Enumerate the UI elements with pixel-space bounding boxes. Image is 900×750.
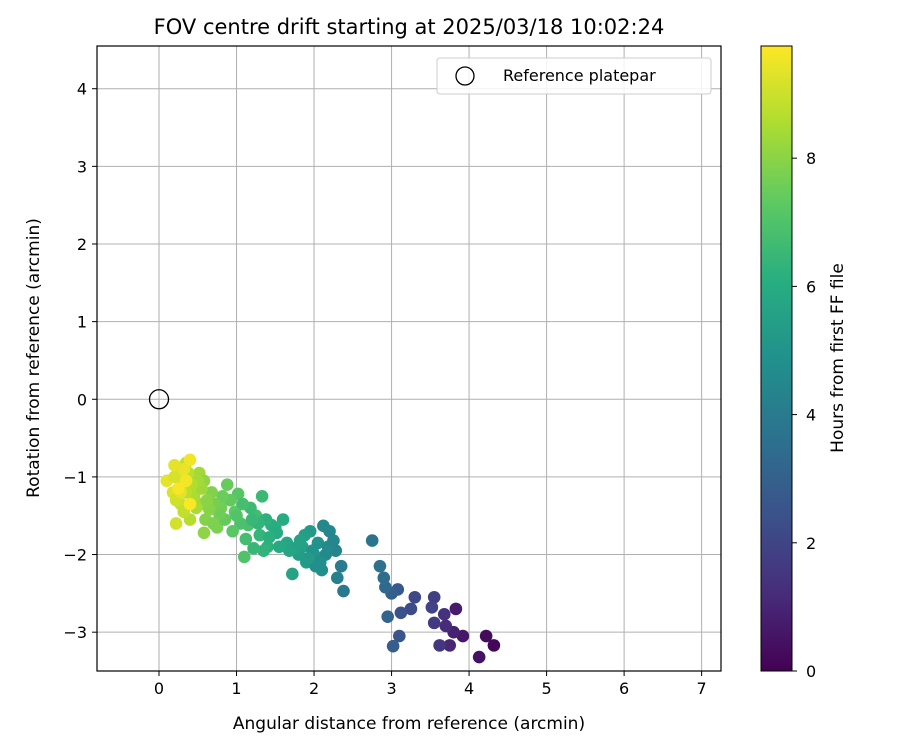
- x-axis-label: Angular distance from reference (arcmin): [233, 714, 585, 734]
- data-point: [168, 470, 181, 484]
- data-point: [200, 493, 214, 507]
- x-axis-ticks: 0 1 2 3 4 5 6 7: [154, 671, 707, 698]
- data-point: [168, 458, 181, 472]
- data-point: [169, 517, 183, 530]
- data-point: [206, 517, 220, 530]
- data-point: [487, 639, 501, 652]
- data-point: [317, 519, 330, 533]
- data-point: [433, 639, 446, 652]
- x-tick-label: 5: [541, 679, 551, 698]
- data-point: [172, 482, 185, 495]
- colorbar-tick-label: 0: [806, 662, 816, 681]
- colorbar-ticks: 0 2 4 6 8: [792, 149, 816, 681]
- x-tick-label: 1: [231, 679, 241, 698]
- y-tick-label: 0: [77, 390, 87, 409]
- data-point: [439, 619, 453, 633]
- y-tick-label: 1: [77, 313, 87, 332]
- data-point: [437, 608, 451, 621]
- data-point: [183, 497, 197, 511]
- legend-box: [436, 57, 712, 95]
- colorbar-tick-label: 4: [806, 406, 816, 425]
- data-point: [226, 524, 239, 538]
- y-tick-label: 4: [77, 80, 87, 99]
- data-point: [404, 602, 418, 616]
- data-point: [443, 639, 456, 652]
- data-point: [282, 544, 296, 557]
- y-axis-label: Rotation from reference (arcmin): [24, 218, 44, 498]
- legend-marker-icon: [455, 66, 475, 86]
- data-point: [183, 453, 197, 467]
- data-point: [216, 490, 229, 503]
- y-tick-label: 2: [77, 235, 87, 254]
- data-point: [427, 590, 441, 604]
- data-point: [230, 509, 243, 523]
- data-point: [327, 534, 340, 547]
- data-point: [179, 474, 193, 488]
- data-point: [386, 639, 400, 653]
- x-tick-label: 0: [154, 679, 164, 698]
- data-points: [160, 453, 501, 664]
- data-point: [425, 601, 439, 614]
- reference-platepar-marker: [148, 389, 170, 410]
- data-point: [286, 567, 299, 581]
- data-point: [393, 629, 406, 643]
- legend: Reference platepar: [436, 57, 712, 95]
- data-point: [472, 650, 486, 664]
- data-point: [245, 513, 259, 526]
- x-tick-label: 6: [619, 679, 629, 698]
- data-point: [373, 559, 387, 573]
- legend-entry-label: Reference platepar: [503, 66, 656, 85]
- data-point: [334, 559, 348, 573]
- y-tick-label: 3: [77, 157, 87, 176]
- colorbar-tick-label: 8: [806, 149, 816, 168]
- x-tick-label: 7: [697, 679, 707, 698]
- y-tick-label: −2: [63, 546, 87, 565]
- colorbar-label: Hours from first FF file: [828, 263, 848, 453]
- data-point: [427, 616, 441, 630]
- x-tick-label: 4: [464, 679, 474, 698]
- plot-frame: [96, 45, 722, 672]
- data-point: [408, 590, 422, 604]
- data-point: [330, 571, 344, 585]
- chart-title: FOV centre drift starting at 2025/03/18 …: [154, 15, 665, 39]
- data-point: [239, 532, 253, 546]
- x-tick-label: 2: [309, 679, 319, 698]
- data-point: [337, 584, 350, 598]
- grid-lines: [97, 46, 721, 671]
- data-point: [236, 497, 250, 511]
- colorbar-tick-label: 6: [806, 277, 816, 296]
- data-point: [213, 507, 226, 521]
- data-point: [479, 629, 493, 643]
- data-point: [379, 580, 392, 594]
- y-tick-label: −3: [63, 623, 87, 642]
- data-point: [247, 542, 260, 555]
- x-tick-label: 3: [386, 679, 396, 698]
- data-point: [394, 606, 408, 620]
- data-point: [237, 550, 251, 564]
- data-point: [381, 610, 394, 623]
- data-point: [313, 556, 327, 569]
- reference-marker-group: [148, 389, 170, 410]
- y-tick-label: −1: [63, 468, 87, 487]
- data-point: [257, 544, 270, 557]
- data-point: [255, 490, 269, 503]
- colorbar-gradient: [760, 45, 793, 672]
- data-point: [197, 526, 211, 540]
- data-point: [276, 513, 290, 526]
- data-point: [377, 571, 391, 585]
- data-point: [365, 534, 379, 547]
- data-point: [262, 531, 276, 544]
- colorbar: 0 2 4 6 8 Hours from first FF file: [760, 45, 848, 681]
- colorbar-tick-label: 2: [806, 534, 816, 553]
- data-point: [272, 540, 286, 554]
- data-point: [449, 602, 463, 616]
- data-point: [220, 478, 234, 491]
- y-axis-ticks: −3 −2 −1 0 1 2 3 4: [63, 80, 97, 642]
